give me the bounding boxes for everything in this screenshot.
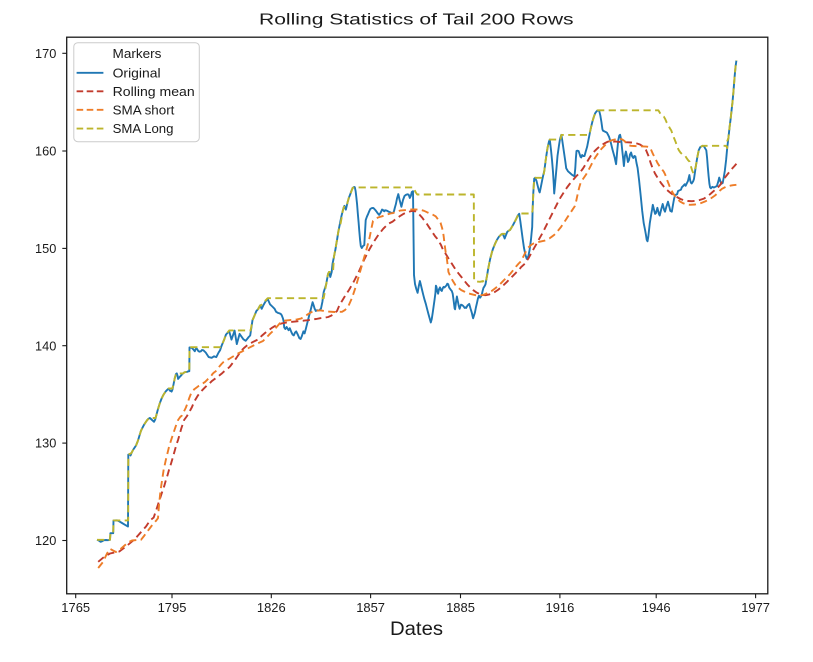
svg-text:1765: 1765 xyxy=(61,600,90,615)
svg-text:140: 140 xyxy=(35,338,56,353)
svg-text:1857: 1857 xyxy=(356,600,385,615)
svg-text:1885: 1885 xyxy=(446,600,475,615)
svg-text:160: 160 xyxy=(35,144,56,159)
svg-text:170: 170 xyxy=(35,46,56,61)
svg-text:1977: 1977 xyxy=(741,600,770,615)
svg-text:Dates: Dates xyxy=(390,618,443,640)
svg-text:Markers: Markers xyxy=(113,46,162,61)
svg-text:120: 120 xyxy=(35,533,56,548)
svg-text:SMA Long: SMA Long xyxy=(113,121,174,136)
svg-text:150: 150 xyxy=(35,241,56,256)
svg-text:1795: 1795 xyxy=(158,600,187,615)
svg-text:1916: 1916 xyxy=(546,600,575,615)
svg-text:Rolling mean: Rolling mean xyxy=(113,84,195,99)
svg-text:1946: 1946 xyxy=(642,600,671,615)
svg-text:Original: Original xyxy=(113,65,161,80)
svg-text:SMA short: SMA short xyxy=(113,102,175,117)
svg-text:Rolling Statistics of Tail 200: Rolling Statistics of Tail 200 Rows xyxy=(259,12,574,29)
svg-text:1826: 1826 xyxy=(257,600,286,615)
svg-text:130: 130 xyxy=(35,436,56,451)
